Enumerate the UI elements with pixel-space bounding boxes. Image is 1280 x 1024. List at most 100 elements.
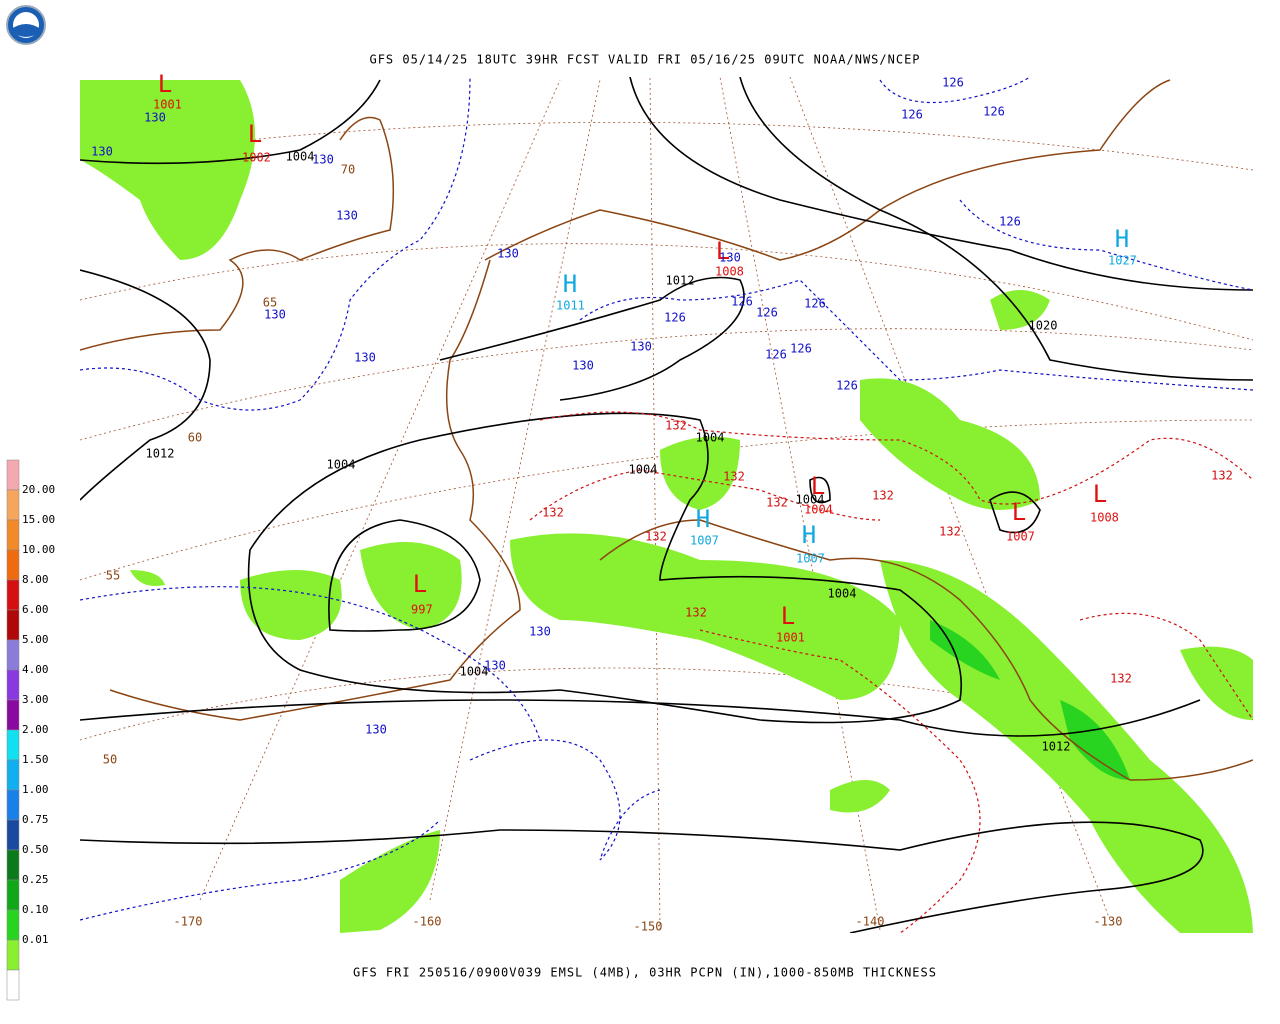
thickness-label: 132 bbox=[723, 470, 745, 484]
thickness-label: 126 bbox=[790, 342, 812, 356]
thickness-label: 126 bbox=[983, 105, 1005, 119]
legend-label: 5.00 bbox=[22, 633, 49, 646]
pressure-value: 1027 bbox=[1108, 254, 1137, 268]
map-background bbox=[80, 77, 1253, 933]
thickness-label: 132 bbox=[685, 606, 707, 620]
graticule-label: 50 bbox=[103, 753, 117, 767]
pressure-value: 997 bbox=[411, 603, 433, 617]
thickness-label: 132 bbox=[1211, 469, 1233, 483]
thickness-label: 132 bbox=[665, 419, 687, 433]
thickness-label: 130 bbox=[484, 659, 506, 673]
thickness-label: 132 bbox=[645, 530, 667, 544]
legend-label: 6.00 bbox=[22, 603, 49, 616]
thickness-label: 126 bbox=[836, 379, 858, 393]
legend-label: 1.50 bbox=[22, 753, 49, 766]
thickness-label: 130 bbox=[572, 359, 594, 373]
thickness-label: 126 bbox=[901, 108, 923, 122]
graticule-label: -160 bbox=[413, 915, 442, 929]
pressure-value: 1011 bbox=[556, 299, 585, 313]
pressure-value: 1008 bbox=[715, 265, 744, 279]
thickness-label: 126 bbox=[999, 215, 1021, 229]
graticule-label: -170 bbox=[174, 915, 203, 929]
legend-label: 0.25 bbox=[22, 873, 49, 886]
legend-swatch bbox=[6, 939, 20, 971]
pressure-symbol: H bbox=[696, 505, 710, 533]
pressure-value: 1004 bbox=[804, 503, 833, 517]
pressure-value: 1008 bbox=[1090, 511, 1119, 525]
pressure-value: 1001 bbox=[153, 98, 182, 112]
thickness-label: 126 bbox=[731, 295, 753, 309]
isobar-label: 1004 bbox=[696, 431, 725, 445]
isobar-label: 1004 bbox=[286, 150, 315, 164]
thickness-label: 130 bbox=[354, 351, 376, 365]
pressure-symbol: L bbox=[1012, 498, 1026, 526]
legend-swatch bbox=[6, 759, 20, 791]
legend-swatch bbox=[6, 489, 20, 521]
pressure-symbol: H bbox=[563, 270, 577, 298]
isobar-label: 1004 bbox=[327, 458, 356, 472]
isobar-label: 1012 bbox=[1042, 740, 1071, 754]
thickness-label: 132 bbox=[542, 506, 564, 520]
legend-swatch bbox=[6, 819, 20, 851]
legend-swatch bbox=[6, 549, 20, 581]
legend-swatch bbox=[6, 639, 20, 671]
thickness-high bbox=[529, 411, 1253, 933]
legend-swatch bbox=[6, 669, 20, 701]
thickness-low bbox=[80, 77, 1253, 921]
legend-label: 0.50 bbox=[22, 843, 49, 856]
thickness-label: 130 bbox=[336, 209, 358, 223]
legend: 20.00 15.00 10.00 8.00 6.00 5.00 4.00 3.00 2.00 1… bbox=[6, 459, 55, 1001]
coastline bbox=[80, 79, 1253, 781]
legend-swatch bbox=[6, 519, 20, 551]
legend-label: 0.01 bbox=[22, 933, 49, 946]
thickness-label: 132 bbox=[939, 525, 961, 539]
legend-swatch bbox=[6, 789, 20, 821]
precipitation bbox=[80, 80, 1253, 933]
graticule-label: -150 bbox=[634, 920, 663, 934]
legend-swatch bbox=[6, 699, 20, 731]
graticule-label: -130 bbox=[1094, 915, 1123, 929]
legend-label: 3.00 bbox=[22, 693, 49, 706]
thickness-label: 126 bbox=[756, 306, 778, 320]
isobar-label: 1004 bbox=[828, 587, 857, 601]
isobar-label: 1004 bbox=[629, 463, 658, 477]
thickness-label: 126 bbox=[942, 76, 964, 90]
isobar-label: 1012 bbox=[666, 274, 695, 288]
noaa-logo bbox=[6, 5, 46, 45]
thickness-label: 130 bbox=[719, 251, 741, 265]
thickness-label: 132 bbox=[872, 489, 894, 503]
pressure-value: 1002 bbox=[242, 151, 271, 165]
legend-label: 20.00 bbox=[22, 483, 55, 496]
legend-swatch bbox=[6, 909, 20, 941]
thickness-label: 130 bbox=[144, 111, 166, 125]
title: GFS 05/14/25 18UTC 39HR FCST VALID FRI 0… bbox=[369, 53, 920, 67]
legend-label: 15.00 bbox=[22, 513, 55, 526]
pressure-value: 1007 bbox=[796, 552, 825, 566]
pressure-value: 1007 bbox=[1006, 530, 1035, 544]
legend-swatch bbox=[6, 849, 20, 881]
legend-label: 4.00 bbox=[22, 663, 49, 676]
legend-swatch bbox=[6, 579, 20, 611]
thickness-label: 130 bbox=[365, 723, 387, 737]
graticule-label: 60 bbox=[188, 431, 202, 445]
graticule-label: 65 bbox=[263, 296, 277, 310]
legend-swatch bbox=[6, 969, 20, 1001]
legend-label: 0.10 bbox=[22, 903, 49, 916]
isobar-label: 1020 bbox=[1029, 319, 1058, 333]
legend-label: 8.00 bbox=[22, 573, 49, 586]
pressure-symbol: L bbox=[248, 120, 262, 148]
graticule-label: -140 bbox=[856, 915, 885, 929]
thickness-label: 130 bbox=[312, 153, 334, 167]
pressure-symbol: H bbox=[1115, 225, 1129, 253]
precipitation-heavy bbox=[930, 620, 1130, 780]
pressure-symbol: L bbox=[1093, 480, 1107, 508]
thickness-label: 132 bbox=[1110, 672, 1132, 686]
isobar-label: 1004 bbox=[460, 665, 489, 679]
isobar-label: 1012 bbox=[146, 447, 175, 461]
legend-label: 0.75 bbox=[22, 813, 49, 826]
legend-swatch bbox=[6, 609, 20, 641]
pressure-symbol: L bbox=[413, 570, 427, 598]
pressure-symbol: L bbox=[781, 602, 795, 630]
pressure-symbol: L bbox=[716, 237, 730, 265]
